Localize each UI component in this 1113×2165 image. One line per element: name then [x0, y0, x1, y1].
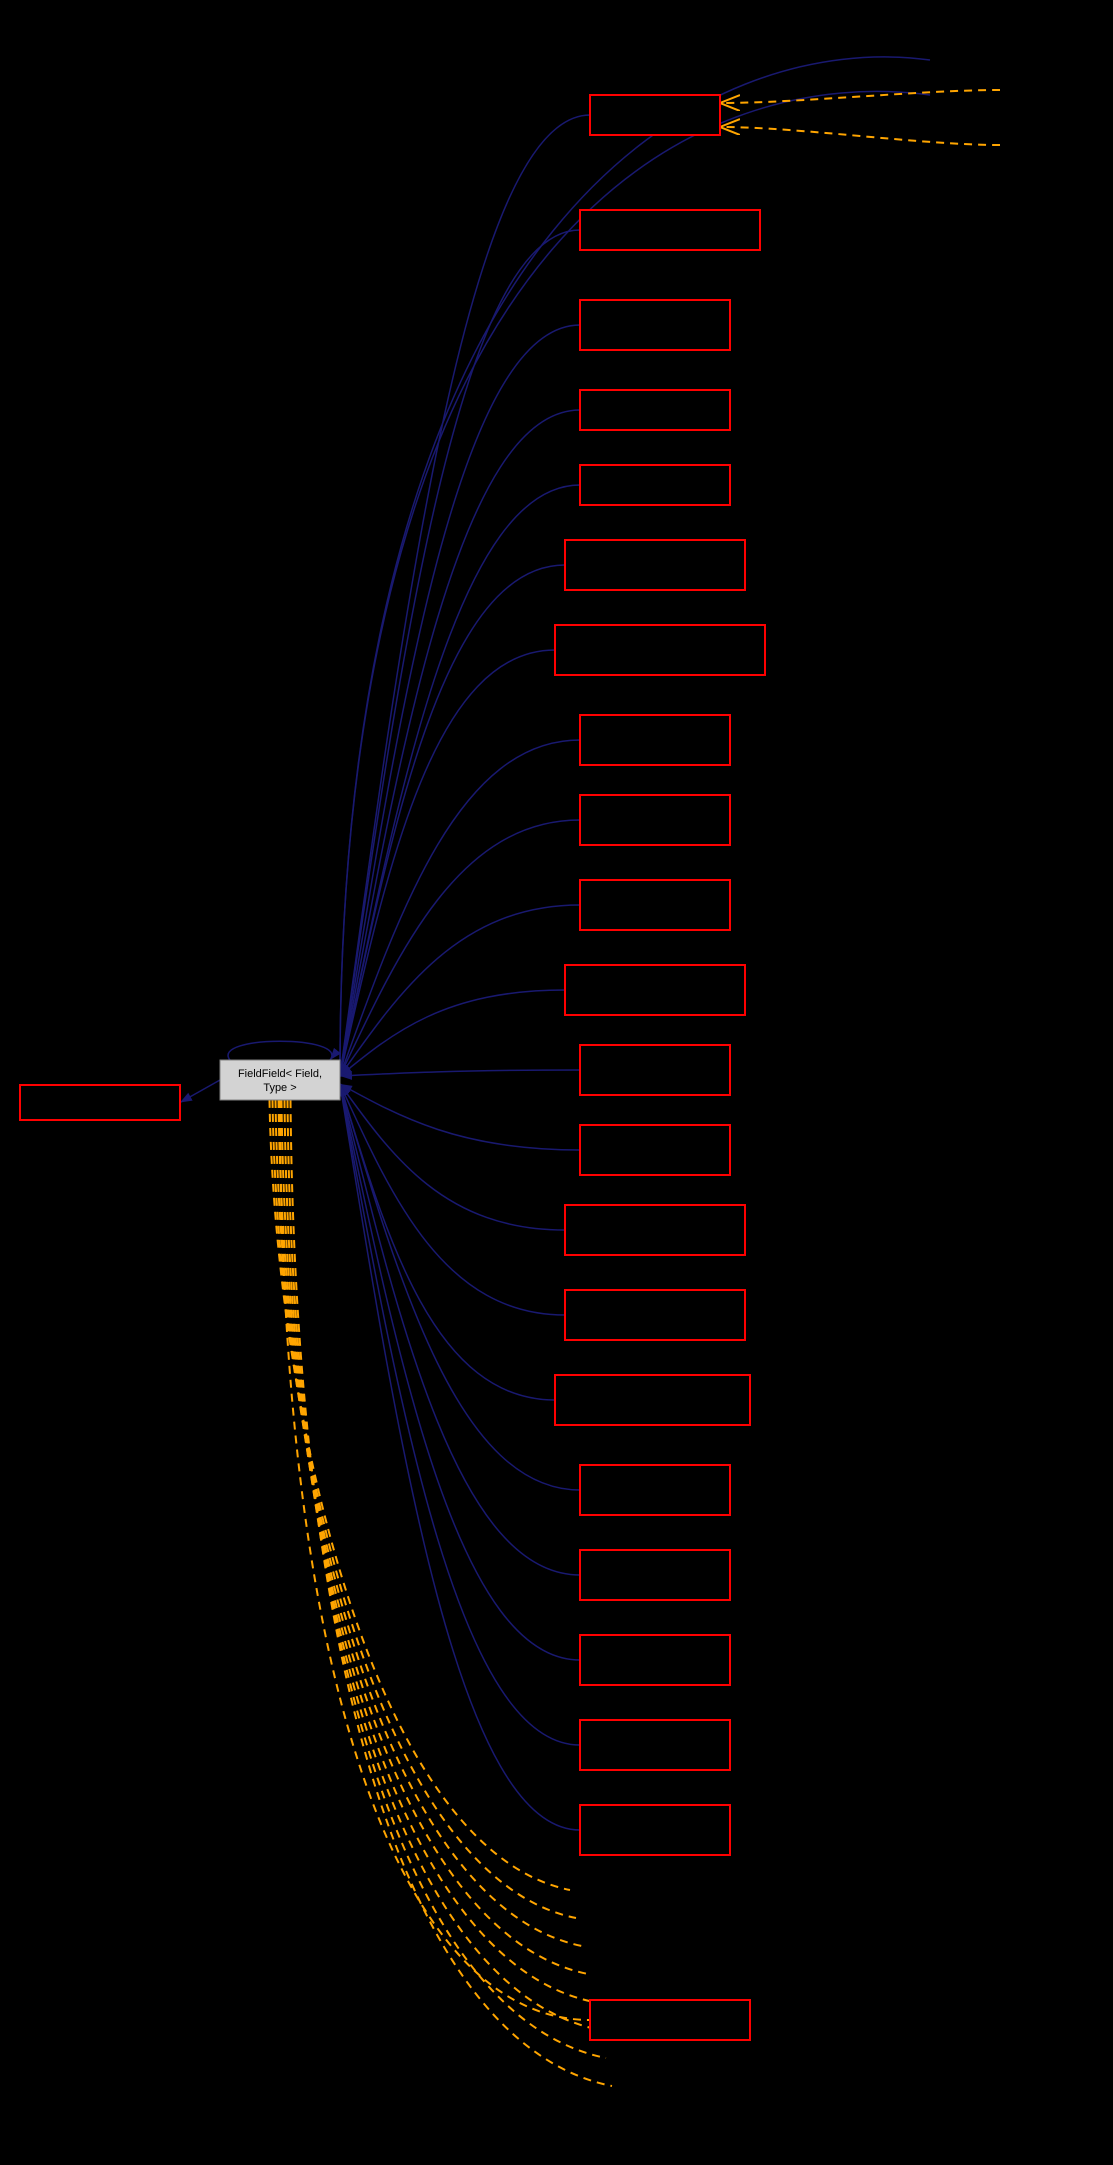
right-node-2[interactable]: [580, 300, 730, 350]
center-node[interactable]: [220, 1060, 340, 1100]
right-node-10[interactable]: [565, 965, 745, 1015]
edge-template-fan: [291, 1100, 613, 2086]
center-node-label: FieldField< Field,: [238, 1068, 322, 1080]
edge-inherit: [340, 1084, 555, 1400]
edge-inherit: [340, 1084, 580, 1660]
edge-template: [720, 127, 1000, 145]
edge-inherit: [340, 1084, 580, 1745]
edge-inherit: [340, 1084, 580, 1575]
edge-self: [228, 1041, 332, 1060]
center-node-label2: Type >: [263, 1082, 296, 1094]
edge-inherit: [340, 115, 590, 1076]
right-node-0[interactable]: [590, 95, 720, 135]
right-node-15[interactable]: [555, 1375, 750, 1425]
right-node-12[interactable]: [580, 1125, 730, 1175]
right-node-13[interactable]: [565, 1205, 745, 1255]
right-node-14[interactable]: [565, 1290, 745, 1340]
right-node-21[interactable]: [590, 2000, 750, 2040]
right-node-6[interactable]: [555, 625, 765, 675]
right-node-17[interactable]: [580, 1550, 730, 1600]
right-node-3[interactable]: [580, 390, 730, 430]
edge-inherit: [340, 325, 580, 1076]
edge-inherit: [340, 1070, 580, 1076]
right-node-8[interactable]: [580, 795, 730, 845]
edge-inherit: [340, 1084, 580, 1490]
right-node-4[interactable]: [580, 465, 730, 505]
edge-left: [180, 1080, 220, 1103]
right-node-9[interactable]: [580, 880, 730, 930]
edge-template-fan: [276, 1100, 583, 1946]
right-node-7[interactable]: [580, 715, 730, 765]
right-node-16[interactable]: [580, 1465, 730, 1515]
right-node-19[interactable]: [580, 1720, 730, 1770]
right-node-1[interactable]: [580, 210, 760, 250]
right-node-5[interactable]: [565, 540, 745, 590]
right-node-11[interactable]: [580, 1045, 730, 1095]
edge-inherit: [340, 1084, 580, 1150]
edge-inherit: [340, 650, 555, 1076]
edge-inherit: [340, 990, 565, 1076]
left-node[interactable]: [20, 1085, 180, 1120]
right-node-18[interactable]: [580, 1635, 730, 1685]
edge-inherit: [340, 1084, 565, 1315]
edge-inherit: [340, 485, 580, 1076]
right-node-20[interactable]: [580, 1805, 730, 1855]
